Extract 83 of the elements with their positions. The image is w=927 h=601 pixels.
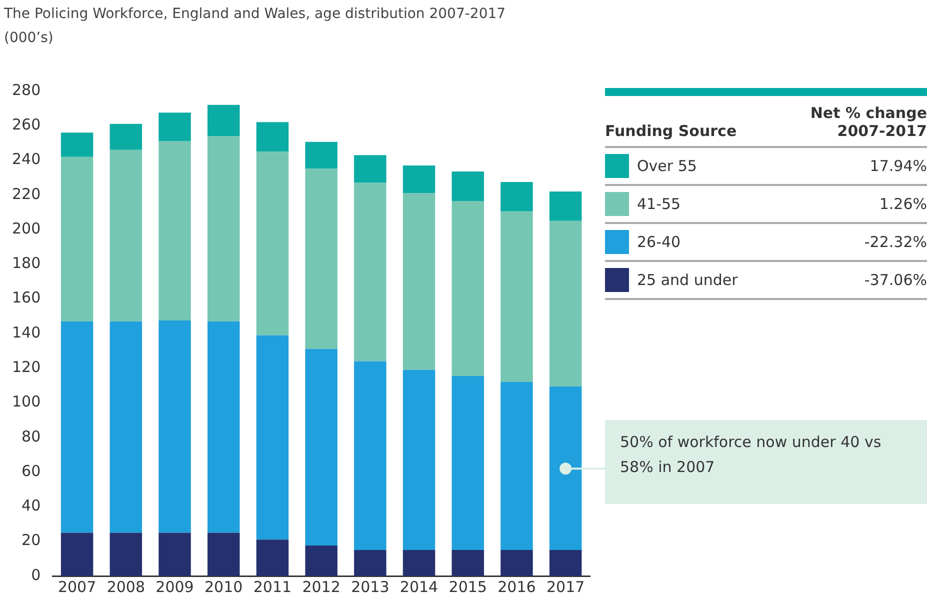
legend-label: Over 55 — [637, 157, 698, 175]
text: 17.94% — [870, 157, 927, 175]
y-tick-label: 20 — [22, 531, 41, 550]
text: -37.06% — [864, 271, 927, 289]
bar — [452, 172, 484, 201]
x-tick-label: 2016 — [498, 578, 536, 596]
bar — [207, 321, 240, 533]
bar — [256, 540, 289, 576]
bar — [207, 136, 240, 322]
x-tick-label: 2014 — [400, 578, 438, 596]
y-tick-label: 160 — [12, 288, 41, 307]
x-tick-label: 2013 — [351, 578, 390, 596]
bar — [500, 211, 533, 382]
bar — [207, 532, 240, 576]
bar — [500, 182, 533, 212]
x-tick-label: 2017 — [546, 578, 585, 596]
bar — [305, 348, 338, 546]
bar — [158, 112, 191, 142]
bar — [256, 152, 289, 336]
bar — [452, 550, 484, 576]
bar — [354, 182, 386, 362]
bar — [110, 150, 142, 322]
bar — [354, 361, 386, 550]
bar — [402, 165, 436, 194]
bar — [549, 220, 582, 386]
y-tick-label: 120 — [12, 358, 41, 376]
bar — [354, 550, 386, 576]
bar — [256, 335, 289, 540]
bar — [158, 141, 191, 321]
text: 1.26% — [879, 195, 927, 213]
annotation: 50% of workforce now under 40 vs 58% in 2007 — [605, 420, 927, 504]
bar — [402, 550, 436, 576]
y-tick-label: 240 — [12, 150, 41, 168]
bar — [207, 104, 240, 136]
bar — [60, 321, 94, 533]
bar — [354, 155, 386, 183]
y-tick-label: 40 — [22, 496, 41, 515]
bar — [256, 122, 289, 152]
x-tick-label: 2012 — [302, 578, 340, 596]
bar — [549, 386, 582, 550]
x-tick-label: 2015 — [448, 578, 487, 596]
bar — [305, 546, 338, 576]
legend-label: 41-55 — [637, 195, 682, 213]
chart-title: The Policing Workforce, England and Wales, age distribution 2007-2017 — [4, 6, 506, 22]
y-tick-label: 0 — [31, 566, 41, 584]
bar — [549, 191, 582, 221]
y-tick-label: 100 — [12, 392, 41, 411]
y-tick-label: 260 — [12, 116, 41, 134]
x-tick-label: 2008 — [106, 578, 145, 596]
y-tick-label: 220 — [12, 184, 41, 203]
y-tick-label: 200 — [12, 219, 41, 238]
bar — [402, 193, 436, 370]
bar — [60, 156, 94, 322]
x-tick-label: 2011 — [253, 578, 292, 596]
x-tick-label: 2007 — [58, 578, 96, 596]
bar — [305, 168, 338, 349]
bar — [305, 142, 338, 169]
bar — [452, 376, 484, 550]
legend-title: Funding Source — [605, 122, 737, 140]
y-tick-label: 180 — [12, 254, 41, 272]
bar — [60, 132, 94, 157]
y-tick-label: 140 — [12, 323, 41, 342]
bar — [500, 550, 533, 576]
x-tick-label: 2010 — [204, 578, 243, 596]
y-tick-label: 80 — [22, 427, 41, 446]
bar — [500, 382, 533, 550]
bar — [158, 532, 191, 576]
bar — [452, 200, 484, 376]
legend-label: 25 and under — [637, 271, 739, 289]
bar — [110, 532, 142, 576]
bar — [158, 320, 191, 533]
x-tick-label: 2009 — [156, 578, 194, 596]
bar — [402, 370, 436, 550]
y-tick-label: 60 — [22, 462, 41, 480]
text: -22.32% — [864, 233, 927, 251]
bar — [110, 321, 142, 533]
bar — [60, 532, 94, 576]
bar — [110, 124, 142, 150]
y-tick-label: 280 — [12, 80, 41, 99]
bar — [549, 550, 582, 576]
legend-label: 26-40 — [637, 233, 682, 251]
text: Net % change 2007-2017 — [809, 104, 927, 140]
y-axis-title: (000’s) — [4, 30, 54, 46]
